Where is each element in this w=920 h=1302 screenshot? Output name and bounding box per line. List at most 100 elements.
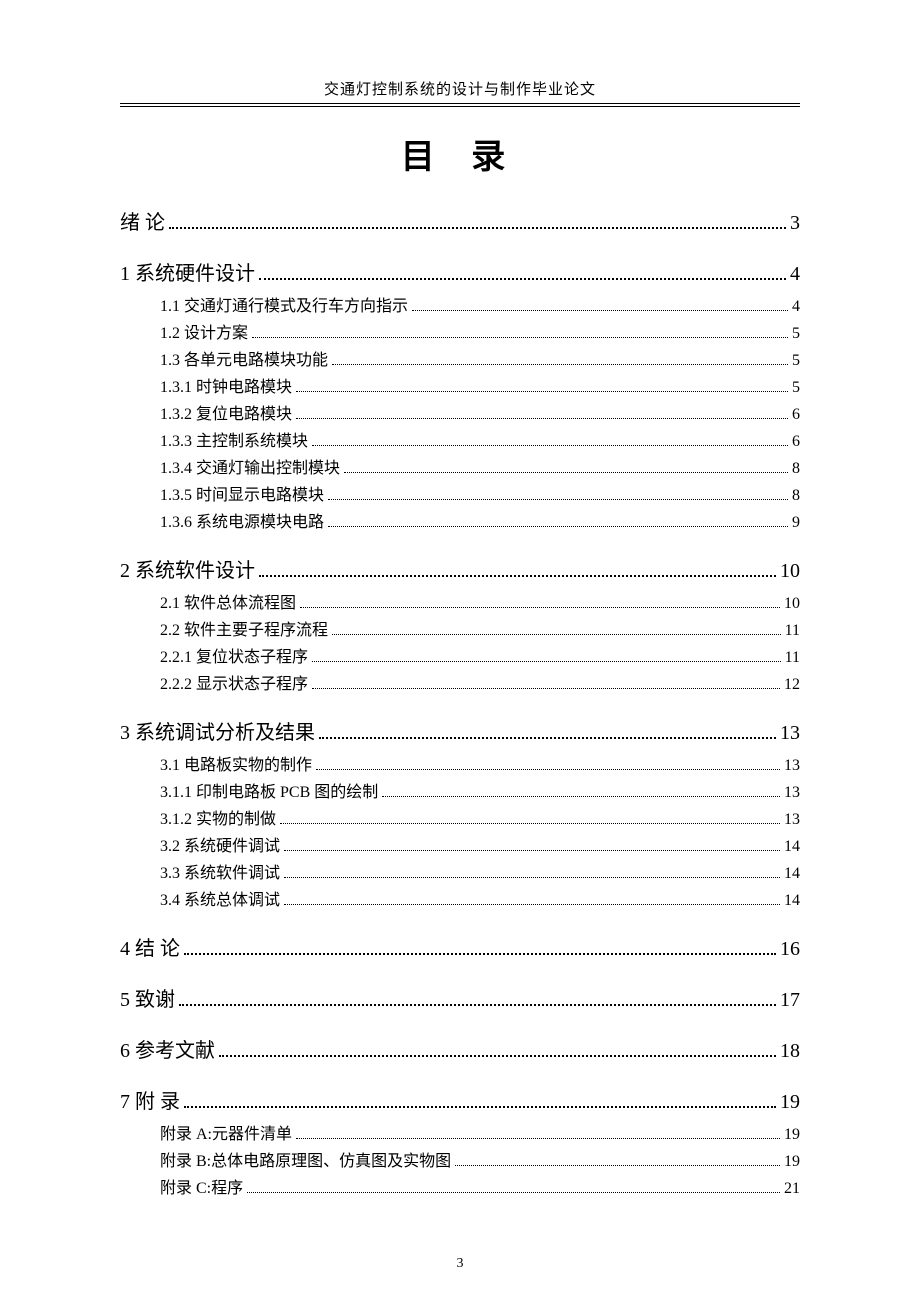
toc-entry: 3.1.1 印制电路板 PCB 图的绘制 13	[160, 778, 800, 802]
toc-entry-page: 13	[784, 784, 800, 802]
toc-leader-dots	[332, 621, 781, 635]
toc-entry-page: 3	[790, 212, 800, 235]
toc-leader-dots	[284, 891, 780, 905]
toc-entry-page: 6	[792, 433, 800, 451]
toc-entry: 1.2 设计方案5	[160, 319, 800, 343]
toc-leader-dots	[184, 1090, 776, 1108]
toc-entry-page: 4	[792, 298, 800, 316]
toc-entry-page: 4	[790, 263, 800, 286]
toc-entry: 2.2.2 显示状态子程序12	[160, 670, 800, 694]
toc-entry: 1 系统硬件设计 4	[120, 257, 800, 286]
toc-entry-label: 2.1 软件总体流程图	[160, 589, 296, 613]
toc-entry-page: 11	[785, 622, 800, 640]
toc-entry-page: 11	[785, 649, 800, 667]
toc-entry: 3.1 电路板实物的制作 13	[160, 751, 800, 775]
toc-entry: 1.3.4 交通灯输出控制模块 8	[160, 454, 800, 478]
toc-entry-page: 8	[792, 487, 800, 505]
toc-leader-dots	[169, 211, 786, 229]
toc-entry-page: 6	[792, 406, 800, 424]
toc-entry-page: 8	[792, 460, 800, 478]
toc-leader-dots	[179, 988, 776, 1006]
toc-entry-label: 附录 B:总体电路原理图、仿真图及实物图	[160, 1147, 451, 1171]
toc-entry: 3 系统调试分析及结果 13	[120, 716, 800, 745]
toc-leader-dots	[332, 351, 788, 365]
toc-entry-page: 5	[792, 352, 800, 370]
toc-entry-label: 1.1 交通灯通行模式及行车方向指示	[160, 292, 408, 316]
toc-entry: 3.2 系统硬件调试 14	[160, 832, 800, 856]
toc-entry-label: 1.3.1 时钟电路模块	[160, 373, 292, 397]
toc-leader-dots	[219, 1039, 776, 1057]
toc-entry-label: 3.4 系统总体调试	[160, 886, 280, 910]
toc-entry-label: 附录 C:程序	[160, 1174, 243, 1198]
toc-entry: 5 致谢17	[120, 983, 800, 1012]
toc-title: 目 录	[120, 129, 800, 178]
toc-entry: 3.1.2 实物的制做 13	[160, 805, 800, 829]
running-head-underline	[120, 106, 800, 107]
toc-entry: 附录 B:总体电路原理图、仿真图及实物图 19	[160, 1147, 800, 1171]
toc-entry-label: 2.2 软件主要子程序流程	[160, 616, 328, 640]
toc-leader-dots	[316, 756, 780, 770]
toc-entry-label: 附录 A:元器件清单	[160, 1120, 292, 1144]
toc-leader-dots	[328, 513, 788, 527]
toc-leader-dots	[284, 864, 780, 878]
toc-entry-page: 13	[784, 811, 800, 829]
toc-entry-label: 3.1.2 实物的制做	[160, 805, 276, 829]
toc-entry: 1.3.1 时钟电路模块 5	[160, 373, 800, 397]
toc-leader-dots	[184, 937, 776, 955]
page-number: 3	[0, 1256, 920, 1272]
toc-leader-dots	[312, 648, 781, 662]
toc-leader-dots	[284, 837, 780, 851]
toc-entry: 4 结 论 16	[120, 932, 800, 961]
toc-entry-label: 3.2 系统硬件调试	[160, 832, 280, 856]
toc-leader-dots	[252, 324, 788, 338]
toc-leader-dots	[412, 297, 788, 311]
toc-leader-dots	[247, 1179, 780, 1193]
toc-leader-dots	[455, 1152, 780, 1166]
running-head: 交通灯控制系统的设计与制作毕业论文	[120, 78, 800, 104]
toc-entry-label: 1.3 各单元电路模块功能	[160, 346, 328, 370]
toc-entry-label: 4 结 论	[120, 932, 180, 961]
toc-entry-page: 12	[784, 676, 800, 694]
toc-entry-page: 14	[784, 838, 800, 856]
toc-entry: 附录 A:元器件清单19	[160, 1120, 800, 1144]
toc-entry-label: 1 系统硬件设计	[120, 257, 255, 286]
toc-entry-label: 3.1 电路板实物的制作	[160, 751, 312, 775]
toc-entry-label: 1.3.6 系统电源模块电路	[160, 508, 324, 532]
toc-entry-page: 14	[784, 865, 800, 883]
toc-leader-dots	[344, 459, 788, 473]
toc-entry-page: 19	[784, 1153, 800, 1171]
toc-entry: 7 附 录19	[120, 1085, 800, 1114]
toc-leader-dots	[319, 721, 776, 739]
toc-entry-label: 3.1.1 印制电路板 PCB 图的绘制	[160, 778, 378, 802]
toc-entry-label: 3.3 系统软件调试	[160, 859, 280, 883]
toc-entry-label: 3 系统调试分析及结果	[120, 716, 315, 745]
toc-entry: 1.3.2 复位电路模块6	[160, 400, 800, 424]
toc-entry-label: 绪 论	[120, 206, 165, 235]
toc-entry-page: 16	[780, 938, 800, 961]
toc-entry-label: 2 系统软件设计	[120, 554, 255, 583]
toc-entry-page: 9	[792, 514, 800, 532]
toc-entry: 3.4 系统总体调试 14	[160, 886, 800, 910]
toc-entry-page: 14	[784, 892, 800, 910]
toc-entry: 2 系统软件设计10	[120, 554, 800, 583]
toc-entry: 1.1 交通灯通行模式及行车方向指示 4	[160, 292, 800, 316]
toc-entry: 1.3.5 时间显示电路模块8	[160, 481, 800, 505]
toc-entry: 2.1 软件总体流程图 10	[160, 589, 800, 613]
toc-entry: 附录 C:程序21	[160, 1174, 800, 1198]
toc-entry-page: 5	[792, 379, 800, 397]
toc-leader-dots	[382, 783, 780, 797]
toc-entry-label: 6 参考文献	[120, 1034, 215, 1063]
toc-entry-page: 13	[784, 757, 800, 775]
toc-leader-dots	[312, 432, 788, 446]
toc-entry: 1.3.6 系统电源模块电路 9	[160, 508, 800, 532]
toc-entry: 1.3 各单元电路模块功能 5	[160, 346, 800, 370]
toc-entry-label: 1.2 设计方案	[160, 319, 248, 343]
toc-entry-page: 10	[784, 595, 800, 613]
toc-leader-dots	[328, 486, 788, 500]
document-page: 交通灯控制系统的设计与制作毕业论文 目 录 绪 论31 系统硬件设计41.1 交…	[0, 0, 920, 1302]
toc-leader-dots	[259, 559, 776, 577]
toc-entry-page: 13	[780, 722, 800, 745]
toc-entry: 1.3.3 主控制系统模块6	[160, 427, 800, 451]
toc-entry: 2.2 软件主要子程序流程 11	[160, 616, 800, 640]
toc-entry-label: 1.3.4 交通灯输出控制模块	[160, 454, 340, 478]
